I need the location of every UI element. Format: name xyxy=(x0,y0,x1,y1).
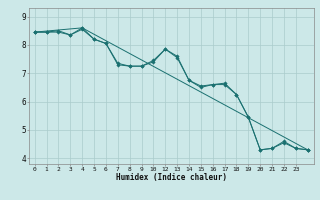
X-axis label: Humidex (Indice chaleur): Humidex (Indice chaleur) xyxy=(116,173,227,182)
